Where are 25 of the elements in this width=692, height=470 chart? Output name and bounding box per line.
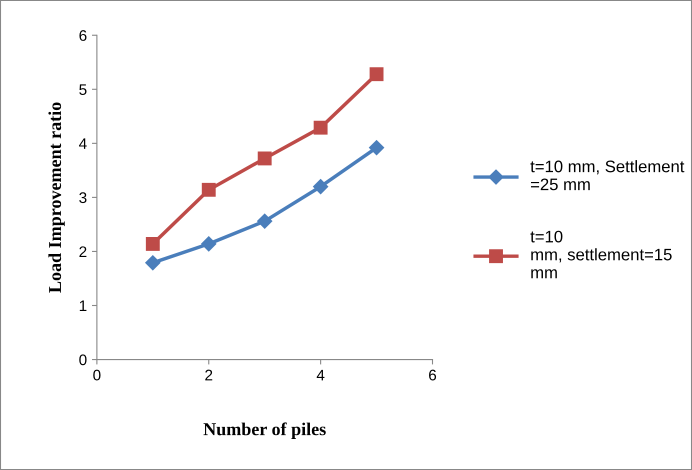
x-tick-label: 2 — [205, 370, 212, 380]
x-tick-label: 4 — [316, 370, 324, 380]
point — [258, 152, 272, 166]
point — [370, 67, 384, 82]
y-tick-label: 5 — [79, 84, 87, 95]
point — [313, 179, 328, 194]
x-tick-label: 0 — [93, 370, 101, 380]
y-axis-title: Load Improvement ratio — [48, 102, 65, 293]
point — [314, 120, 328, 135]
y-tick-label: 4 — [79, 138, 87, 149]
y-tick-label: 1 — [80, 300, 86, 312]
legend-label: t=10 mm, Settlement =25 mm — [530, 160, 684, 190]
x-tick-label: 6 — [429, 370, 436, 380]
point — [202, 182, 216, 197]
y-tick-label: 0 — [79, 354, 87, 366]
x-axis-title: Number of piles — [204, 422, 326, 439]
y-tick-label: 6 — [79, 30, 86, 41]
point — [146, 236, 160, 251]
point — [368, 140, 384, 156]
point — [257, 214, 272, 229]
point — [201, 236, 216, 252]
y-tick-label: 2 — [79, 246, 86, 257]
y-tick-label: 3 — [79, 192, 86, 204]
point — [145, 255, 160, 270]
legend-label: t=10 mm, settlement=15 mm — [530, 230, 672, 278]
